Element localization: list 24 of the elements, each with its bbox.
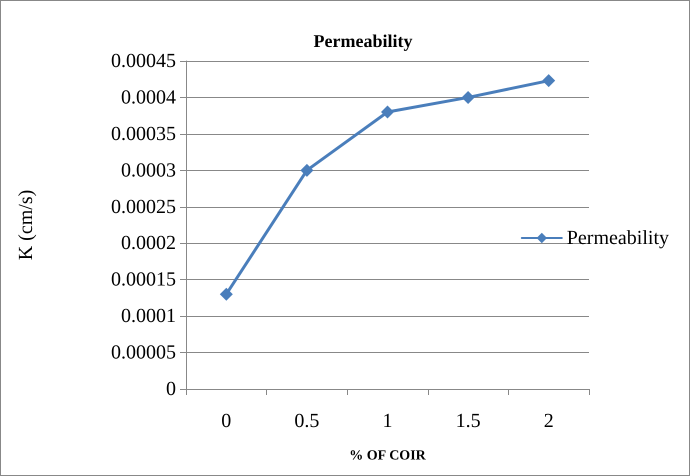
y-tick-label: 0.00005 bbox=[111, 342, 176, 364]
x-tick-label: 1.5 bbox=[456, 410, 481, 432]
y-tick-label: 0.0003 bbox=[121, 159, 176, 182]
legend-label: Permeability bbox=[566, 227, 670, 249]
y-tick-label: 0 bbox=[166, 378, 176, 400]
y-tick-label: 0.00035 bbox=[111, 122, 176, 145]
x-tick-label: 1 bbox=[382, 410, 392, 432]
point bbox=[381, 106, 394, 119]
x-tick-label: 2 bbox=[544, 410, 554, 432]
y-tick-label: 0.00045 bbox=[111, 50, 176, 72]
x-tick-label: 0.5 bbox=[294, 410, 320, 432]
point bbox=[300, 164, 314, 177]
point bbox=[462, 90, 475, 104]
x-axis-title: % OF COIR bbox=[349, 448, 427, 464]
y-tick-label: 0.00025 bbox=[111, 196, 176, 218]
y-tick-label: 0.0002 bbox=[121, 232, 176, 254]
x-tick-label: 0 bbox=[221, 410, 232, 432]
point bbox=[542, 74, 556, 88]
y-axis-title: K (cm/s) bbox=[15, 190, 37, 260]
y-tick-label: 0.0004 bbox=[121, 86, 176, 108]
y-tick-label: 0.00015 bbox=[111, 268, 176, 291]
point bbox=[220, 288, 233, 301]
y-tick-label: 0.0001 bbox=[121, 305, 176, 328]
chart-title: Permeability bbox=[314, 31, 412, 51]
